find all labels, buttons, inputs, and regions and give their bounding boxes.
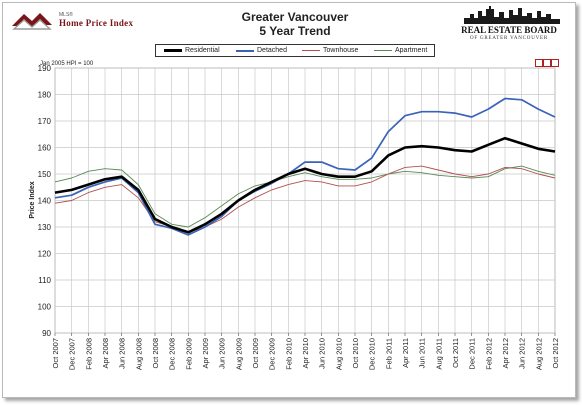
x-tick-label: Feb 2011	[384, 338, 393, 369]
y-tick-label: 170	[38, 117, 52, 126]
chart-legend: Residential Detached Townhouse Apartment	[155, 44, 435, 57]
y-tick-label: 110	[38, 276, 51, 285]
small-logo-icon	[551, 59, 559, 67]
board-name: REAL ESTATE BOARD	[461, 25, 557, 35]
grid-lines	[54, 67, 556, 334]
small-logo-icon	[535, 59, 543, 67]
x-tick-label: Aug 2011	[434, 338, 443, 370]
x-tick-label: Oct 2008	[151, 338, 160, 368]
legend-label-detached: Detached	[257, 47, 287, 54]
house-roof-icon	[12, 13, 52, 30]
x-tick-label: Apr 2009	[201, 338, 210, 368]
x-tick-label: Jun 2012	[518, 338, 527, 369]
y-tick-label: 130	[38, 223, 52, 232]
x-tick-label: Oct 2011	[451, 338, 460, 368]
x-tick-label: Jun 2010	[318, 338, 327, 369]
x-tick-label: Oct 2007	[51, 338, 60, 368]
x-tick-label: Jun 2011	[418, 338, 427, 368]
series-line-townhouse	[54, 165, 556, 233]
y-tick-label: 90	[42, 329, 51, 338]
x-tick-label: Oct 2012	[551, 338, 560, 368]
series-lines	[54, 97, 556, 236]
series-line-detached	[54, 97, 556, 236]
x-tick-labels: Oct 2007 Dec 2007 Feb 2008 Apr 2008 Jun 2008…	[51, 338, 560, 370]
legend-swatch-townhouse	[302, 50, 320, 51]
x-tick-label: Apr 2012	[501, 338, 510, 368]
x-tick-label: Dec 2010	[368, 338, 377, 370]
y-tick-label: 150	[38, 170, 52, 179]
x-tick-label: Dec 2009	[268, 338, 277, 370]
legend-swatch-detached	[236, 50, 254, 52]
title-line-1: Greater Vancouver	[241, 10, 349, 24]
mls-hpi-logo: MLS® Home Price Index	[10, 8, 180, 34]
board-subtitle: OF GREATER VANCOUVER	[469, 36, 549, 41]
x-tick-label: Apr 2011	[401, 338, 410, 368]
small-logos	[535, 59, 559, 67]
small-logo-icon	[543, 59, 551, 67]
x-tick-label: Dec 2008	[168, 338, 177, 370]
x-tick-label: Apr 2008	[101, 338, 110, 368]
x-tick-label: Dec 2011	[468, 338, 477, 370]
x-tick-label: Oct 2009	[251, 338, 260, 368]
y-tick-label: 120	[38, 250, 52, 259]
y-axis-label: Price Index	[29, 181, 36, 218]
legend-swatch-residential	[164, 49, 182, 52]
series-line-apartment	[54, 165, 556, 228]
series-line-residential	[54, 136, 556, 234]
x-tick-label: Aug 2009	[234, 338, 243, 370]
real-estate-board-logo: REAL ESTATE BOARD OF GREATER VANCOUVER	[446, 6, 572, 46]
x-tick-label: Dec 2007	[68, 338, 77, 370]
y-tick-label: 180	[38, 91, 52, 100]
x-tick-label: Feb 2010	[284, 338, 293, 370]
y-tick-label: 160	[38, 144, 52, 153]
y-tick-label: 190	[38, 64, 52, 73]
x-tick-label: Feb 2008	[84, 338, 93, 370]
legend-swatch-apartment	[374, 50, 392, 51]
y-tick-label: 140	[38, 197, 52, 206]
mls-small-label: MLS®	[59, 12, 73, 18]
skyline-icon	[464, 6, 560, 24]
y-tick-labels: 90 100 110 120 130 140 150 160 170 180 190	[38, 64, 52, 338]
legend-label-apartment: Apartment	[395, 47, 428, 54]
x-tick-label: Apr 2010	[301, 338, 310, 368]
x-tick-label: Aug 2010	[334, 338, 343, 370]
y-tick-label: 100	[38, 303, 52, 312]
x-tick-label: Jun 2008	[118, 338, 127, 369]
chart-title: Greater Vancouver 5 Year Trend	[180, 10, 410, 38]
x-tick-label: Aug 2008	[134, 338, 143, 370]
x-tick-label: Jun 2009	[218, 338, 227, 369]
x-tick-label: Aug 2012	[534, 338, 543, 370]
x-tick-label: Feb 2009	[184, 338, 193, 370]
x-tick-label: Feb 2012	[484, 338, 493, 370]
title-line-2: 5 Year Trend	[259, 24, 331, 38]
legend-label-townhouse: Townhouse	[323, 47, 359, 54]
mls-brand-label: Home Price Index	[59, 18, 134, 28]
hpi-base-note: Jan 2005 HPI = 100	[40, 61, 94, 67]
legend-label-residential: Residential	[185, 47, 220, 54]
axes	[54, 333, 556, 336]
x-tick-label: Oct 2010	[351, 338, 360, 368]
